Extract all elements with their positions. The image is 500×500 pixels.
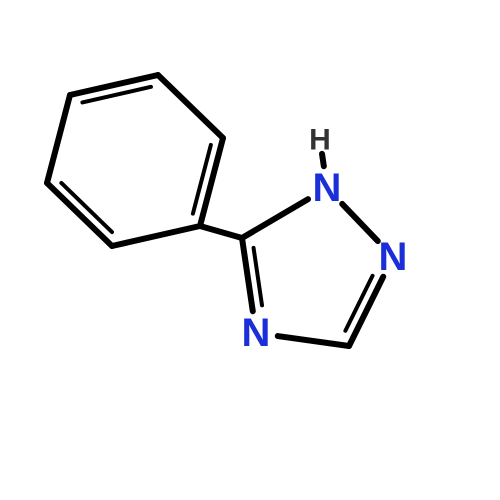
bond <box>278 336 349 346</box>
benzene-bond <box>47 95 70 183</box>
benzene-bond <box>200 138 223 226</box>
nitrogen-label: N <box>379 235 408 279</box>
benzene-bond <box>47 183 112 246</box>
nitrogen-label: N <box>313 166 342 210</box>
molecule-svg: NNNH <box>0 0 500 500</box>
bond <box>242 238 253 311</box>
nitrogen-label: N <box>242 311 271 355</box>
benzene-bond <box>158 75 223 138</box>
double-bond-inner <box>254 248 262 305</box>
bond <box>242 199 308 238</box>
benzene-bond <box>70 75 158 95</box>
bond <box>200 226 242 238</box>
hydrogen-label: H <box>309 124 331 157</box>
bond <box>342 204 378 241</box>
benzene-bond <box>112 226 200 246</box>
